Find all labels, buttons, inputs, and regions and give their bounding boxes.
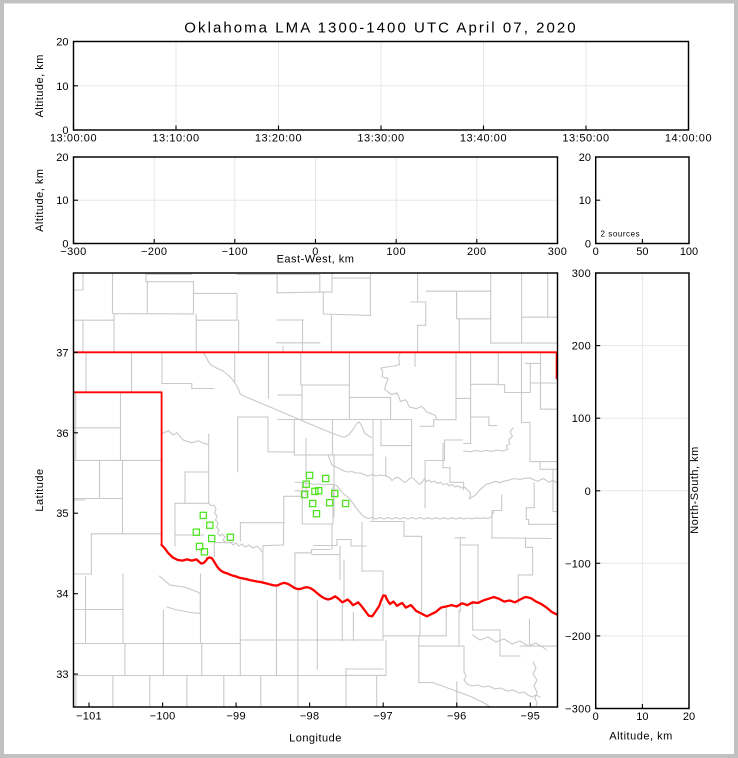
svg-text:Altitude, km: Altitude, km	[34, 168, 46, 231]
svg-text:10: 10	[579, 195, 591, 207]
svg-text:Altitude, km: Altitude, km	[609, 731, 672, 743]
svg-text:Longitude: Longitude	[289, 733, 342, 745]
svg-text:20: 20	[683, 711, 695, 723]
svg-text:−300: −300	[60, 246, 86, 258]
svg-text:10: 10	[636, 711, 648, 723]
svg-text:37: 37	[56, 347, 68, 359]
svg-text:10: 10	[56, 81, 68, 93]
svg-text:0: 0	[62, 125, 68, 137]
svg-text:−100: −100	[565, 558, 591, 570]
svg-text:−96: −96	[447, 711, 467, 723]
svg-text:13:00:00: 13:00:00	[50, 133, 97, 145]
svg-text:0: 0	[593, 246, 599, 258]
svg-text:North-South, km: North-South, km	[689, 446, 701, 534]
svg-text:10: 10	[56, 195, 68, 207]
svg-text:0: 0	[585, 239, 591, 251]
svg-text:100: 100	[386, 246, 406, 258]
svg-text:−95: −95	[521, 711, 541, 723]
svg-text:36: 36	[56, 428, 68, 440]
svg-text:−100: −100	[150, 711, 176, 723]
svg-text:33: 33	[56, 669, 68, 681]
svg-text:Oklahoma LMA 1300-1400 UTC Apr: Oklahoma LMA 1300-1400 UTC April 07, 202…	[184, 20, 577, 37]
svg-text:−100: −100	[222, 246, 248, 258]
svg-text:Altitude, km: Altitude, km	[34, 54, 46, 117]
svg-text:200: 200	[572, 341, 591, 353]
svg-text:2 sources: 2 sources	[601, 230, 641, 239]
svg-text:300: 300	[548, 246, 568, 258]
svg-text:14:00:00: 14:00:00	[665, 133, 712, 145]
svg-text:13:40:00: 13:40:00	[460, 133, 507, 145]
svg-text:13:20:00: 13:20:00	[255, 133, 302, 145]
svg-text:35: 35	[56, 508, 68, 520]
svg-text:13:30:00: 13:30:00	[357, 133, 404, 145]
svg-text:100: 100	[680, 246, 698, 258]
svg-text:200: 200	[467, 246, 487, 258]
svg-text:100: 100	[572, 413, 591, 425]
svg-text:20: 20	[56, 37, 68, 49]
svg-text:300: 300	[572, 268, 591, 280]
svg-text:0: 0	[585, 486, 591, 498]
svg-text:20: 20	[579, 152, 591, 164]
svg-text:34: 34	[56, 589, 68, 601]
svg-text:−101: −101	[76, 711, 102, 723]
svg-text:−200: −200	[141, 246, 167, 258]
svg-text:20: 20	[56, 152, 68, 164]
svg-text:−98: −98	[300, 711, 320, 723]
svg-text:East-West, km: East-West, km	[277, 254, 355, 266]
svg-text:50: 50	[636, 246, 648, 258]
svg-text:−97: −97	[373, 711, 393, 723]
svg-text:13:10:00: 13:10:00	[152, 133, 199, 145]
svg-text:0: 0	[593, 711, 599, 723]
svg-text:13:50:00: 13:50:00	[562, 133, 609, 145]
svg-text:0: 0	[312, 246, 319, 258]
svg-text:Latitude: Latitude	[34, 468, 46, 511]
svg-text:−99: −99	[226, 711, 246, 723]
svg-text:−200: −200	[565, 631, 591, 643]
svg-text:0: 0	[62, 239, 68, 251]
svg-text:−300: −300	[565, 704, 591, 716]
